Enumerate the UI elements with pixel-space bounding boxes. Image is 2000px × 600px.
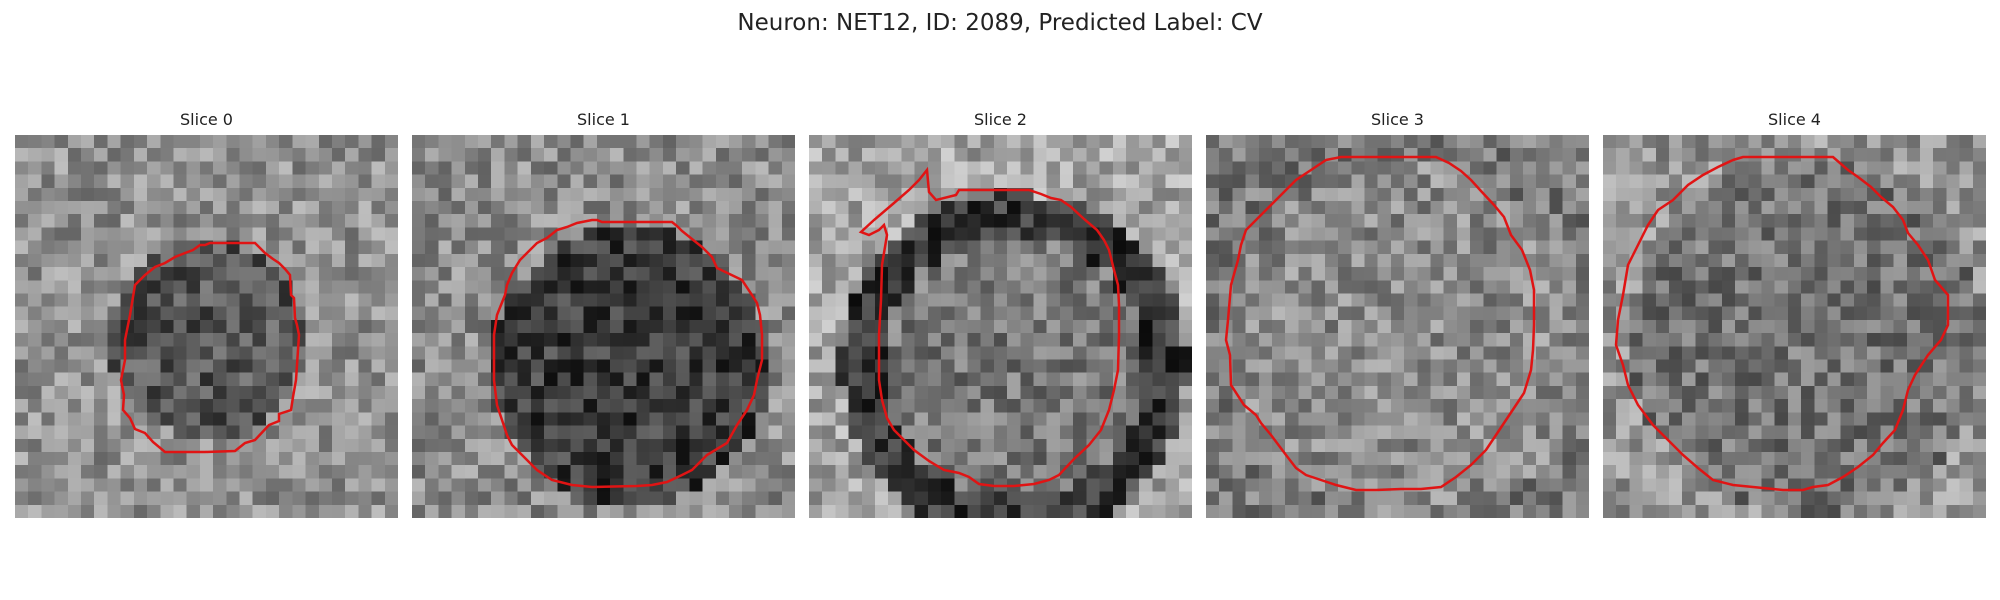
contour-overlay xyxy=(119,241,301,454)
contour-overlay xyxy=(1614,155,1950,492)
segmentation-contour xyxy=(1614,155,1950,492)
figure-title: Neuron: NET12, ID: 2089, Predicted Label… xyxy=(737,10,1263,36)
slice-image xyxy=(809,135,1192,518)
segmentation-contour xyxy=(119,241,301,454)
slice-image xyxy=(1206,135,1589,518)
slice-image xyxy=(15,135,398,518)
slice-image xyxy=(1603,135,1986,518)
segmentation-contour xyxy=(858,166,1121,488)
slice-image xyxy=(412,135,795,518)
contour-overlay xyxy=(1224,155,1536,492)
slice-title: Slice 3 xyxy=(1371,110,1424,129)
contour-overlay xyxy=(492,218,764,489)
contour-overlay xyxy=(858,166,1121,488)
slice-title: Slice 2 xyxy=(974,110,1027,129)
segmentation-contour xyxy=(1224,155,1536,492)
segmentation-contour xyxy=(492,218,764,489)
slice-title: Slice 0 xyxy=(180,110,233,129)
slice-title: Slice 1 xyxy=(577,110,630,129)
slice-title: Slice 4 xyxy=(1768,110,1821,129)
